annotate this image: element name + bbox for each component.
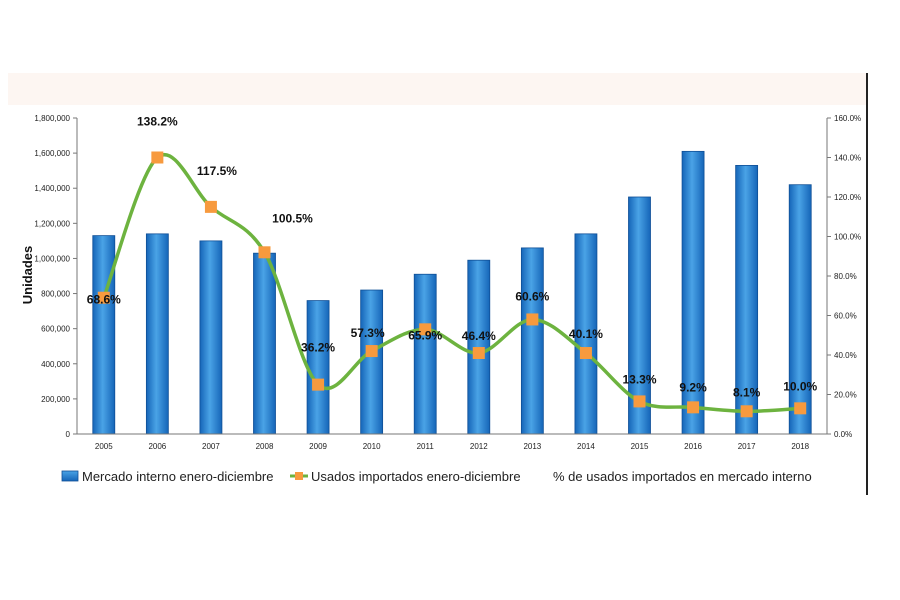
x-tick-label: 2012 bbox=[470, 442, 488, 451]
line-point bbox=[312, 378, 325, 391]
y-tick-label: 400,000 bbox=[41, 360, 70, 369]
line-point bbox=[794, 402, 807, 415]
x-tick-label: 2015 bbox=[631, 442, 649, 451]
y2-tick-label: 40.0% bbox=[834, 351, 857, 360]
bar bbox=[92, 235, 116, 435]
data-label: 138.2% bbox=[137, 115, 178, 129]
data-label: 46.4% bbox=[462, 329, 496, 343]
axes: 0 200,000 400,000 600,000 800,000 1,000,000 1,… bbox=[34, 114, 861, 451]
bar bbox=[788, 184, 812, 435]
bar bbox=[413, 273, 437, 435]
x-tick-label: 2013 bbox=[523, 442, 541, 451]
line-point bbox=[633, 395, 646, 408]
bar bbox=[520, 247, 544, 435]
y-tick-label: 200,000 bbox=[41, 395, 70, 404]
x-tick-label: 2011 bbox=[417, 442, 435, 451]
data-label: 117.5% bbox=[197, 164, 237, 178]
legend-label-percent: % de usados importados en mercado intern… bbox=[553, 469, 812, 484]
data-label: 10.0% bbox=[783, 379, 817, 393]
x-tick-label: 2016 bbox=[684, 442, 702, 451]
line-point bbox=[365, 345, 378, 358]
data-label: 57.3% bbox=[351, 326, 385, 340]
x-tick-label: 2014 bbox=[577, 442, 595, 451]
bar bbox=[306, 300, 330, 435]
frame-right-edge bbox=[866, 73, 868, 495]
legend-swatch-marker bbox=[295, 472, 303, 480]
y2-tick-label: 100.0% bbox=[834, 233, 861, 242]
y2-tick-label: 120.0% bbox=[834, 193, 861, 202]
y2-tick-label: 80.0% bbox=[834, 272, 857, 281]
data-label: 100.5% bbox=[272, 211, 313, 225]
x-tick-label: 2005 bbox=[95, 442, 113, 451]
line-point bbox=[740, 405, 753, 418]
y-axis-label: Unidades bbox=[20, 246, 35, 305]
line-point bbox=[151, 151, 164, 164]
x-tick-label: 2007 bbox=[202, 442, 220, 451]
legend-label-line: Usados importados enero-diciembre bbox=[311, 469, 521, 484]
y2-tick-label: 60.0% bbox=[834, 312, 857, 321]
legend-swatch-bar bbox=[61, 470, 79, 482]
y-tick-label: 800,000 bbox=[41, 290, 70, 299]
data-label: 9.2% bbox=[679, 380, 707, 394]
header-band bbox=[8, 73, 868, 105]
line-point bbox=[419, 323, 432, 336]
bar bbox=[199, 240, 223, 435]
line-point bbox=[204, 200, 217, 213]
y-tick-label: 1,000,000 bbox=[34, 254, 70, 263]
x-tick-label: 2006 bbox=[148, 442, 166, 451]
y-tick-label: 1,400,000 bbox=[34, 184, 70, 193]
data-label: 40.1% bbox=[569, 327, 603, 341]
y2-tick-label: 160.0% bbox=[834, 114, 861, 123]
data-label: 36.2% bbox=[301, 341, 335, 355]
data-label: 60.6% bbox=[515, 289, 549, 303]
x-tick-label: 2009 bbox=[309, 442, 327, 451]
data-label: 13.3% bbox=[622, 372, 656, 386]
y-tick-label: 1,800,000 bbox=[34, 114, 70, 123]
line-point bbox=[258, 246, 271, 259]
y-tick-label: 1,600,000 bbox=[34, 149, 70, 158]
x-tick-label: 2010 bbox=[363, 442, 381, 451]
y-tick-label: 600,000 bbox=[41, 325, 70, 334]
data-labels: 68.6% 138.2% 117.5% 100.5% 36.2% 57.3% 65.9% 46… bbox=[87, 115, 818, 400]
line-point bbox=[687, 401, 700, 414]
bar bbox=[145, 233, 169, 435]
line-series bbox=[97, 151, 807, 418]
x-tick-label: 2018 bbox=[791, 442, 809, 451]
legend-label-bar: Mercado interno enero-diciembre bbox=[82, 469, 273, 484]
y2-tick-label: 20.0% bbox=[834, 391, 857, 400]
bar bbox=[253, 252, 276, 435]
bar bbox=[360, 289, 384, 435]
line-point bbox=[526, 313, 539, 326]
legend: Mercado interno enero-diciembre Usados i… bbox=[61, 469, 812, 484]
line-point bbox=[472, 347, 485, 360]
x-tick-label: 2008 bbox=[256, 442, 274, 451]
line-point bbox=[579, 347, 592, 360]
line-point bbox=[97, 291, 110, 304]
data-label: 8.1% bbox=[733, 385, 761, 399]
y2-tick-label: 140.0% bbox=[834, 154, 861, 163]
y-tick-label: 1,200,000 bbox=[34, 219, 70, 228]
data-label: 68.6% bbox=[87, 293, 121, 307]
y2-tick-label: 0.0% bbox=[834, 430, 852, 439]
x-tick-label: 2017 bbox=[738, 442, 756, 451]
y-tick-label: 0 bbox=[66, 430, 71, 439]
data-label: 65.9% bbox=[408, 328, 442, 342]
